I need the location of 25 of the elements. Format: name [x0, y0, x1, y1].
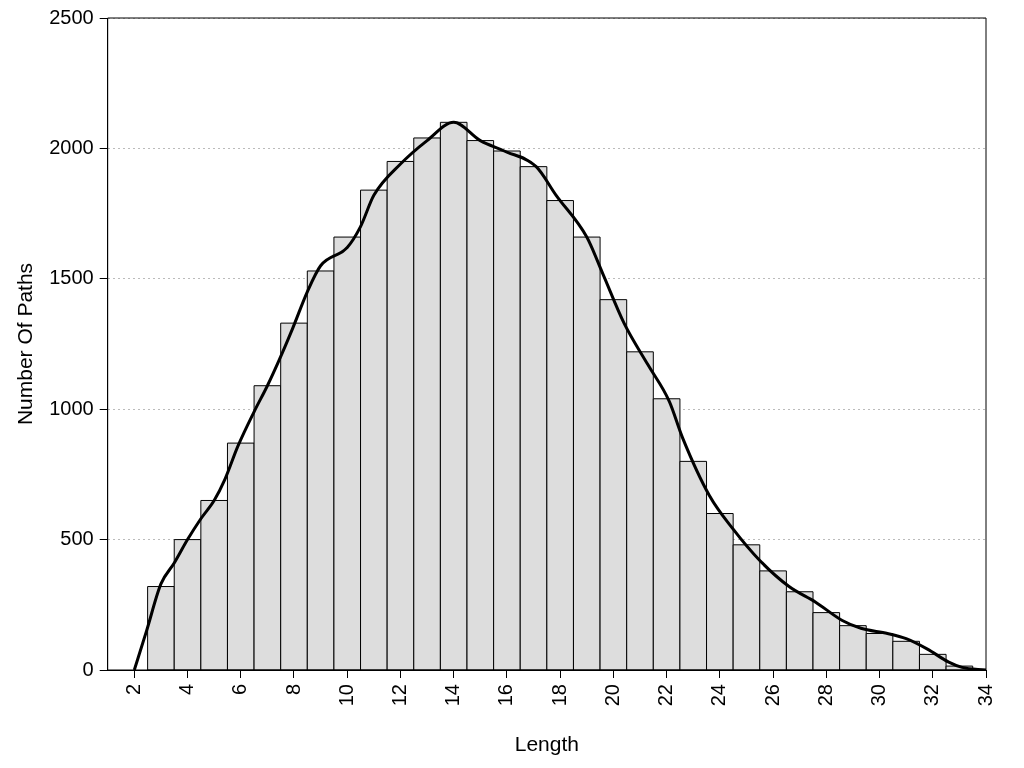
y-tick-label: 500: [60, 527, 94, 550]
x-tick-label: 16: [494, 684, 517, 707]
y-tick-label: 2000: [49, 135, 94, 158]
x-tick-label: 14: [441, 684, 464, 707]
x-tick-label: 28: [813, 684, 836, 707]
x-tick-label: 34: [973, 684, 996, 707]
x-tick-label: 18: [547, 684, 570, 707]
x-tick-label: 8: [281, 684, 304, 696]
x-tick-label: 12: [387, 684, 410, 707]
x-axis-title: Length: [514, 732, 579, 756]
y-tick-label: 1500: [49, 266, 94, 289]
x-tick-label: 32: [920, 684, 943, 707]
x-tick-label: 10: [334, 684, 357, 707]
x-tick-label: 24: [707, 684, 730, 707]
x-tick-label: 6: [228, 684, 251, 696]
x-tick-label: 20: [600, 684, 623, 707]
y-tick-label: 2500: [49, 5, 94, 28]
x-tick-label: 2: [121, 684, 144, 696]
x-tick-label: 30: [867, 684, 890, 707]
x-tick-label: 4: [175, 684, 198, 696]
x-tick-label: 22: [654, 684, 677, 707]
y-tick-label: 1000: [49, 396, 94, 419]
y-tick-label: 0: [82, 657, 94, 680]
x-tick-label: 26: [760, 684, 783, 707]
y-axis-title: Number Of Paths: [13, 262, 37, 426]
